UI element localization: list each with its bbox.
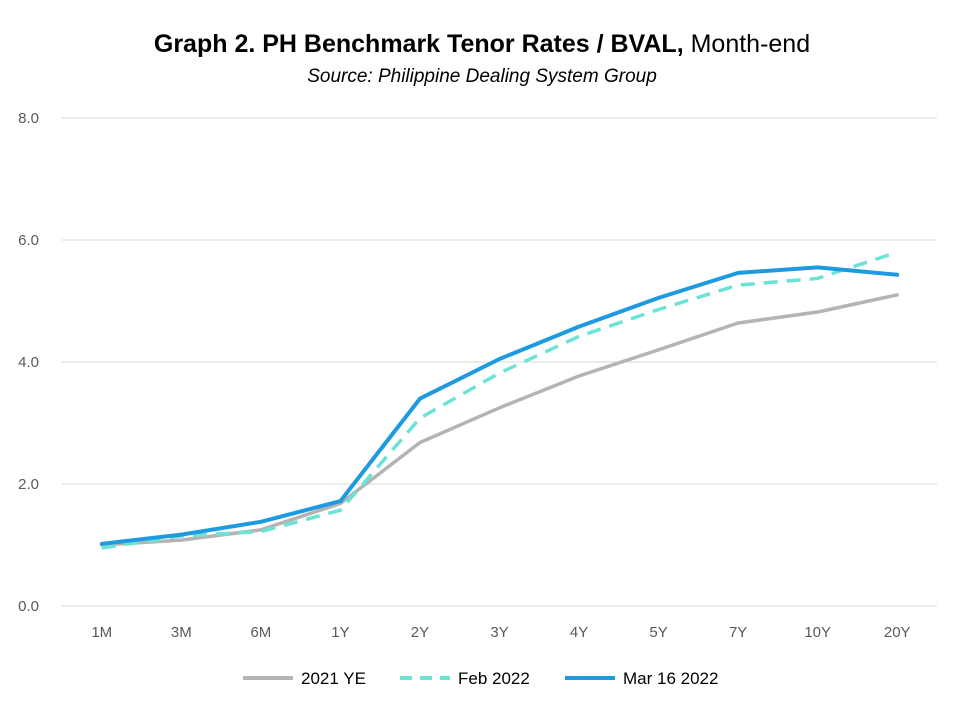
x-tick-label: 1Y xyxy=(331,624,349,641)
legend-label: 2021 YE xyxy=(301,669,366,688)
x-tick-label: 5Y xyxy=(649,624,667,641)
y-tick-label: 6.0 xyxy=(18,232,39,249)
y-tick-label: 8.0 xyxy=(18,110,39,127)
legend-label: Mar 16 2022 xyxy=(623,669,718,688)
series-line-1 xyxy=(100,293,899,547)
x-tick-label: 7Y xyxy=(729,624,747,641)
chart-title: Graph 2. PH Benchmark Tenor Rates / BVAL… xyxy=(154,30,810,58)
gridlines xyxy=(62,117,937,607)
y-tick-label: 0.0 xyxy=(18,598,39,615)
series-line-2 xyxy=(101,250,898,550)
x-axis-ticks: 1M 3M 6M 1Y 2Y 3Y 4Y 5Y 7Y 10Y 20Y xyxy=(91,624,910,641)
x-tick-label: 2Y xyxy=(411,624,429,641)
x-tick-label: 10Y xyxy=(804,624,831,641)
chart-subtitle: Source: Philippine Dealing System Group xyxy=(307,66,657,87)
chart-title-rest: Month-end xyxy=(684,30,810,58)
legend-label: Feb 2022 xyxy=(458,669,530,688)
y-tick-label: 4.0 xyxy=(18,354,39,371)
x-tick-label: 3M xyxy=(171,624,192,641)
y-axis-ticks: 0.0 2.0 4.0 6.0 8.0 xyxy=(18,110,39,615)
series-line-3 xyxy=(99,265,900,546)
x-tick-label: 6M xyxy=(250,624,271,641)
x-tick-label: 3Y xyxy=(490,624,508,641)
series-lines xyxy=(99,250,900,550)
chart-title-bold: Graph 2. PH Benchmark Tenor Rates / BVAL… xyxy=(154,30,684,58)
x-tick-label: 20Y xyxy=(884,624,911,641)
x-tick-label: 1M xyxy=(91,624,112,641)
x-tick-label: 4Y xyxy=(570,624,588,641)
y-tick-label: 2.0 xyxy=(18,476,39,493)
legend: 2021 YE Feb 2022 Mar 16 2022 xyxy=(243,669,718,688)
